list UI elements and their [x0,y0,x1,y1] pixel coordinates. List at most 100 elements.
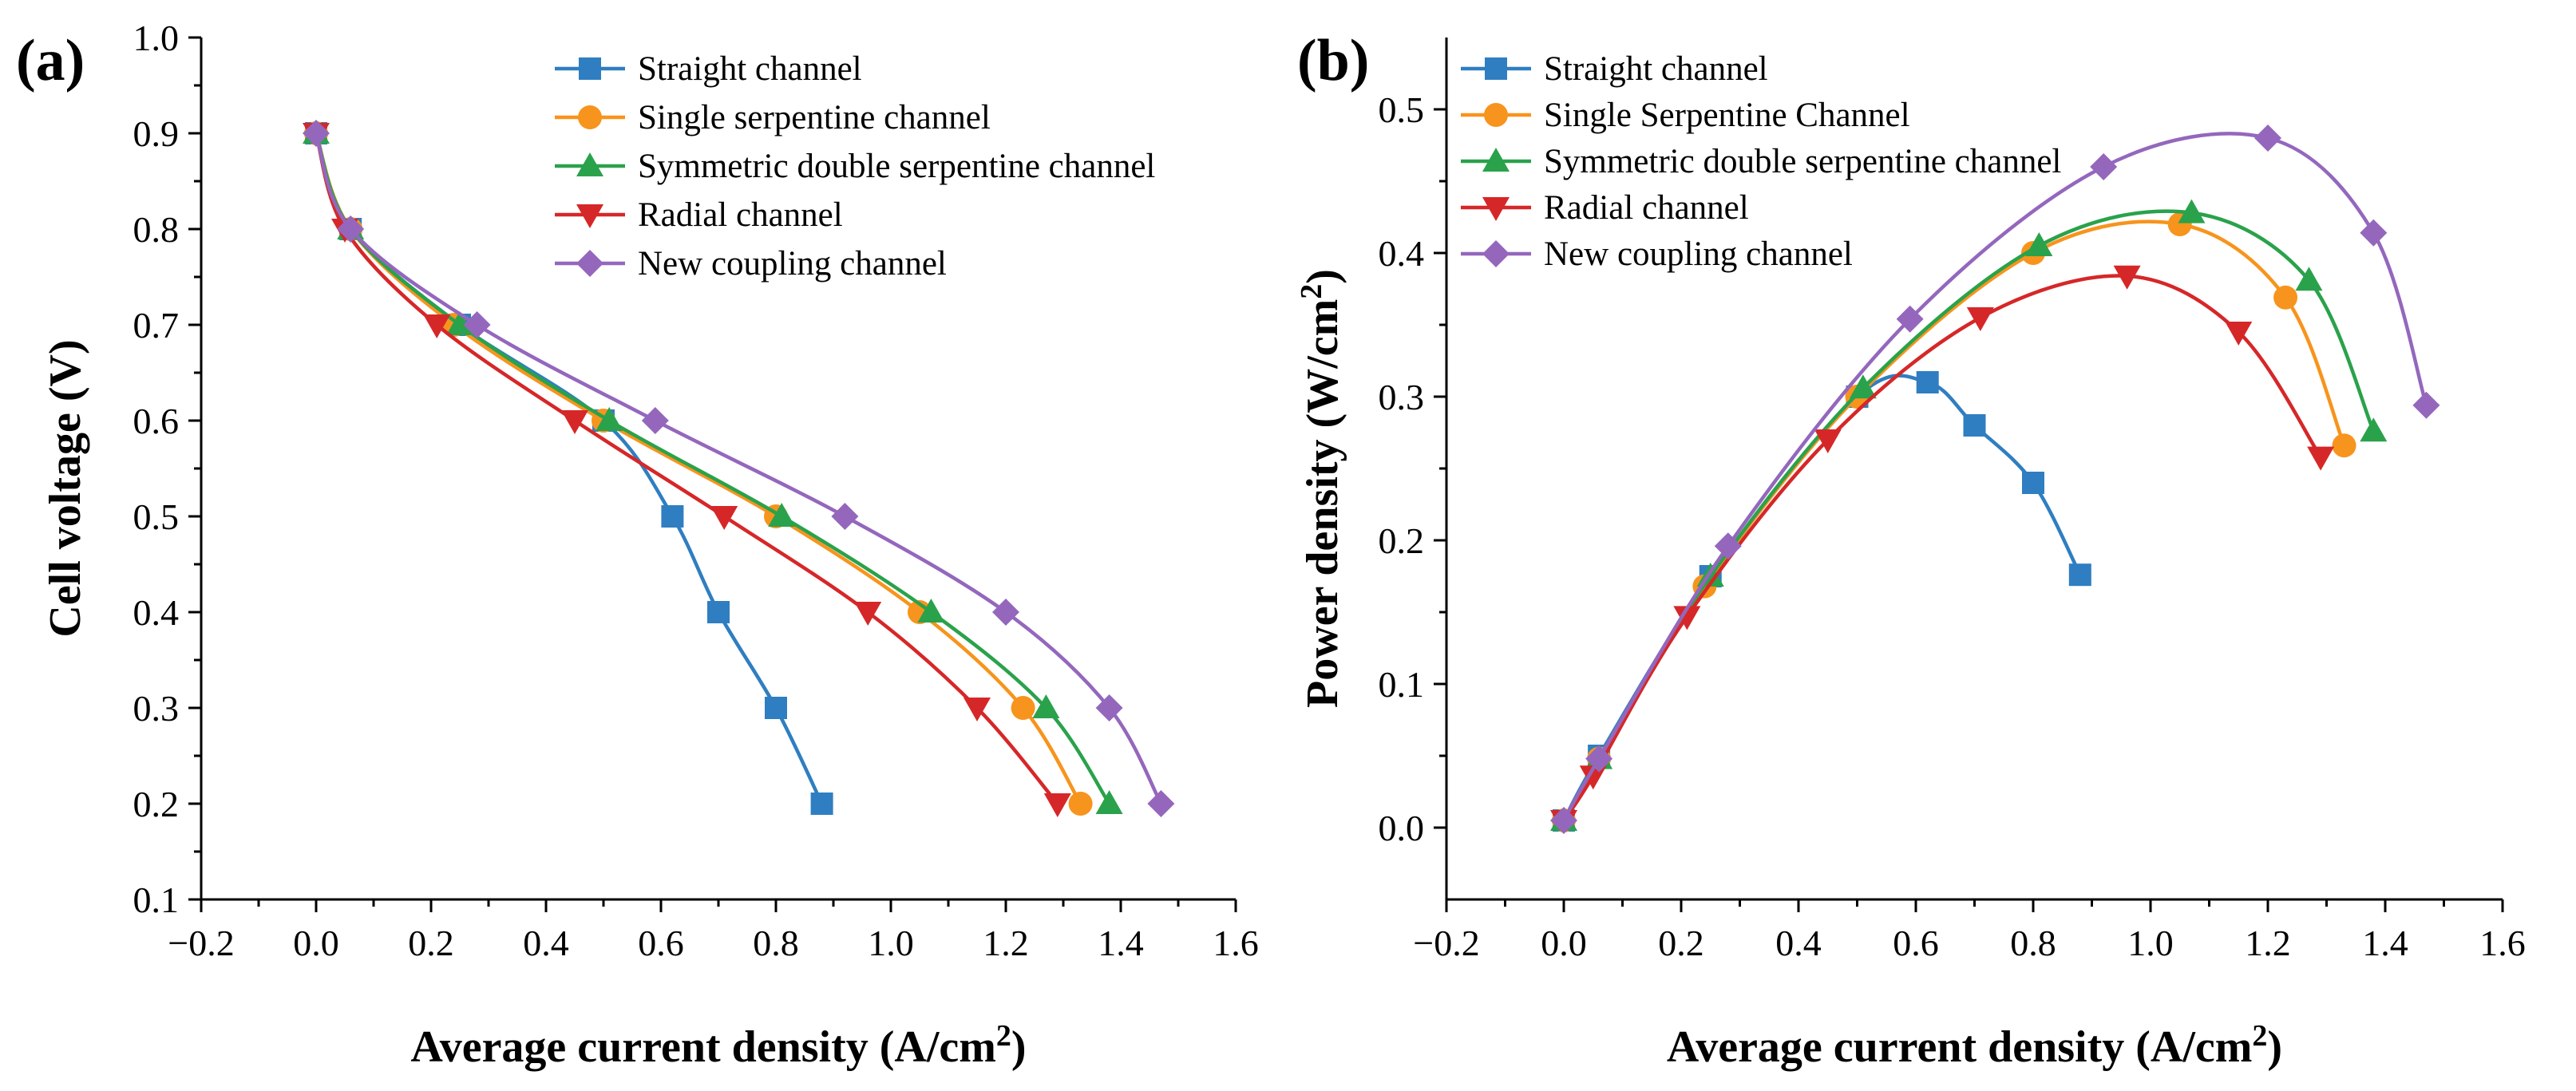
data-point [1673,606,1701,630]
legend-marker [1484,103,1508,127]
x-tick-label: 0.8 [2010,923,2056,963]
data-point [2022,472,2044,494]
data-point [768,503,796,527]
data-point [2273,285,2298,310]
x-tick-label: 0.6 [638,923,684,963]
legend-marker [1482,240,1510,267]
legend-marker [1485,57,1507,80]
x-axis-title: Average current density (A/cm2) [1667,1019,2282,1072]
x-tick-label: 0.0 [1541,923,1587,963]
y-tick-label: 0.0 [1379,808,1425,848]
data-point [992,599,1019,626]
legend-label: Radial channel [1544,189,1749,227]
legend-marker [1482,197,1510,221]
data-point [596,407,623,431]
series-line [1562,219,2346,822]
data-point [446,311,473,335]
y-tick-label: 0.2 [1379,520,1425,561]
y-axis-title: Cell voltage (V) [41,339,90,637]
series-line [1562,132,2428,822]
series-new-coupling-channel [303,120,1175,817]
x-tick-label: 1.6 [1213,923,1259,963]
legend-item: Straight channel [555,50,862,88]
data-point [1896,305,1924,333]
x-tick-label: 1.2 [983,923,1029,963]
legend-item: New coupling channel [555,245,947,283]
y-tick-label: 0.1 [133,880,180,920]
legend-item: Single Serpentine Channel [1461,97,1910,134]
data-point [2254,125,2281,152]
y-tick-label: 0.3 [1379,377,1425,417]
series-line [314,132,1163,805]
series-line [314,132,1059,805]
y-tick-label: 0.6 [133,401,180,441]
data-point [2412,391,2440,419]
data-point [1849,374,1877,399]
legend-marker [1482,148,1510,172]
y-tick-label: 0.7 [133,305,180,346]
x-tick-label: 0.4 [1775,923,1822,963]
data-point [2090,153,2118,180]
legend-item: Straight channel [1461,50,1768,88]
y-tick-label: 0.2 [133,784,180,824]
y-tick-label: 0.4 [133,592,180,633]
data-point [917,599,945,623]
panel-b: −0.2 0.0 0.2 0.4 0.6 0.8 1.0 1.2 1.4 1.6 0.0 0.1 0.2… [1295,28,2526,1072]
y-tick-label: 1.0 [133,18,180,58]
legend-item: Symmetric double serpentine channel [1461,143,2061,180]
y-tick-label: 0.4 [1379,233,1425,274]
legend-label: Symmetric double serpentine channel [638,148,1155,185]
data-point [831,503,859,530]
data-point [463,311,491,338]
data-point [1963,414,1986,437]
data-point [561,410,588,434]
legend-label: New coupling channel [638,245,947,283]
legend-item: Single serpentine channel [555,99,991,136]
data-point [303,120,330,147]
data-point [1550,807,1577,834]
data-point [337,215,365,243]
y-axis-title: Power density (W/cm2) [1295,269,1347,708]
data-point [1714,532,1742,560]
y-tick-label: 0.5 [1379,89,1425,130]
series-line [1562,274,2322,822]
data-point [1147,790,1175,817]
legend-label: Radial channel [638,196,843,234]
x-tick-label: 1.0 [868,923,914,963]
data-point [2178,199,2206,223]
data-point [710,506,738,530]
legend-label: Straight channel [1544,50,1768,88]
x-tick-label: 0.0 [293,923,339,963]
data-point [641,407,669,434]
series-radial-channel [303,123,1071,817]
legend-item: Symmetric double serpentine channel [555,148,1155,185]
x-axis-title: Average current density (A/cm2) [410,1019,1026,1072]
data-point [2360,417,2388,442]
legend-marker [576,250,603,277]
panel-label: (a) [16,28,85,93]
legend-marker [579,57,601,80]
x-tick-label: 0.4 [523,923,569,963]
data-point [2025,232,2053,256]
data-point [1043,793,1071,817]
legend-label: Single serpentine channel [638,99,991,136]
series-line [314,132,1111,805]
data-point [854,602,882,626]
data-point [2295,267,2323,291]
legend-label: Symmetric double serpentine channel [1544,143,2061,180]
series-symmetric-double-serpentine-channel [1550,199,2388,831]
legend-item: Radial channel [555,196,843,234]
y-tick-label: 0.9 [133,113,180,154]
data-point [1916,371,1939,393]
y-tick-label: 0.5 [133,496,180,537]
data-point [1068,792,1093,816]
x-tick-label: 1.4 [2362,923,2408,963]
x-tick-label: 0.6 [1893,923,1939,963]
series-line [314,132,824,804]
series-new-coupling-channel [1550,125,2440,834]
legend-label: New coupling channel [1544,235,1853,273]
data-point [1095,790,1123,814]
legend-marker [578,105,602,129]
legend-marker [576,152,603,176]
